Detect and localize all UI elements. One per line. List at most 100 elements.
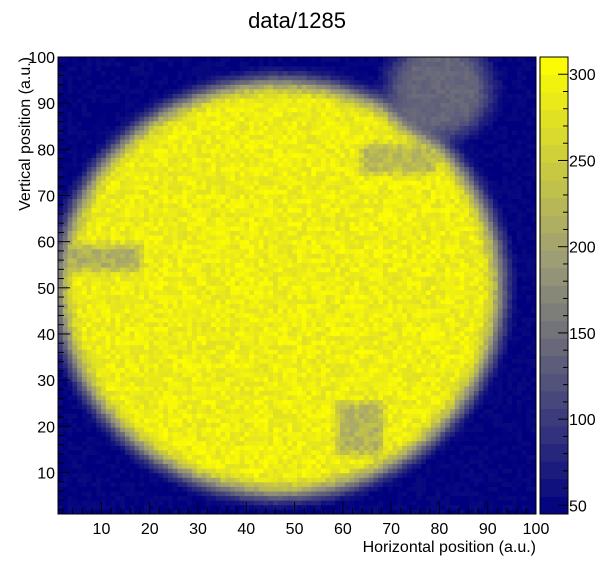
- heatmap-cell: [253, 290, 260, 295]
- heatmap-cell: [330, 495, 336, 501]
- heatmap-cell: [96, 486, 102, 492]
- heatmap-cell: [478, 326, 484, 332]
- heatmap-cell: [58, 440, 64, 446]
- heatmap-cell: [325, 349, 331, 355]
- heatmap-cell: [430, 472, 436, 478]
- heatmap-cell: [325, 326, 331, 332]
- heatmap-cell: [488, 395, 494, 401]
- heatmap-cell: [101, 358, 107, 364]
- heatmap-cell: [77, 408, 83, 414]
- heatmap-cell: [392, 509, 398, 515]
- heatmap-cell: [91, 418, 97, 423]
- heatmap-cell: [459, 440, 465, 446]
- heatmap-cell: [354, 500, 360, 506]
- heatmap-cell: [359, 290, 365, 295]
- heatmap-cell: [249, 459, 255, 465]
- heatmap-cell: [526, 486, 532, 492]
- heatmap-cell: [91, 440, 97, 446]
- heatmap-cell: [445, 376, 451, 382]
- heatmap-cell: [105, 363, 111, 369]
- heatmap-cell: [187, 500, 193, 506]
- heatmap-cell: [167, 463, 174, 469]
- heatmap-cell: [273, 500, 279, 506]
- heatmap-cell: [158, 294, 164, 300]
- heatmap-cell: [311, 299, 317, 305]
- heatmap-cell: [139, 408, 145, 414]
- heatmap-cell: [387, 495, 393, 501]
- heatmap-cell: [512, 331, 518, 337]
- heatmap-cell: [449, 303, 456, 309]
- heatmap-cell: [464, 509, 470, 515]
- heatmap-cell: [383, 422, 389, 428]
- heatmap-cell: [435, 363, 441, 369]
- heatmap-cell: [81, 294, 88, 300]
- heatmap-cell: [306, 285, 312, 291]
- heatmap-cell: [464, 344, 470, 350]
- heatmap-cell: [101, 326, 107, 332]
- heatmap-cell: [478, 376, 484, 382]
- heatmap-cell: [416, 468, 422, 474]
- heatmap-cell: [301, 500, 307, 506]
- heatmap-cell: [77, 454, 83, 460]
- heatmap-cell: [263, 363, 269, 369]
- heatmap-cell: [378, 322, 384, 327]
- heatmap-cell: [320, 436, 327, 442]
- heatmap-cell: [502, 395, 508, 401]
- heatmap-cell: [368, 477, 374, 483]
- heatmap-cell: [277, 486, 284, 492]
- heatmap-cell: [492, 436, 499, 442]
- heatmap-cell: [62, 312, 68, 318]
- heatmap-cell: [187, 477, 193, 483]
- heatmap-cell: [86, 395, 92, 401]
- heatmap-cell: [306, 386, 312, 391]
- heatmap-cell: [129, 486, 135, 492]
- heatmap-cell: [449, 486, 456, 492]
- heatmap-cell: [163, 331, 169, 337]
- heatmap-cell: [282, 495, 288, 501]
- heatmap-cell: [392, 340, 398, 346]
- heatmap-cell: [287, 399, 293, 405]
- heatmap-cell: [258, 459, 264, 465]
- heatmap-cell: [368, 436, 374, 442]
- heatmap-cell: [249, 495, 255, 501]
- heatmap-cell: [349, 322, 355, 327]
- heatmap-cell: [287, 408, 293, 414]
- heatmap-cell: [454, 422, 460, 428]
- heatmap-cell: [497, 367, 503, 373]
- heatmap-cell: [464, 381, 470, 387]
- heatmap-cell: [67, 285, 73, 291]
- heatmap-cell: [124, 317, 131, 323]
- heatmap-cell: [77, 486, 83, 492]
- heatmap-cell: [153, 495, 159, 501]
- heatmap-cell: [416, 431, 422, 437]
- heatmap-cell: [445, 308, 451, 314]
- heatmap-cell: [67, 440, 73, 446]
- heatmap-cell: [139, 349, 145, 355]
- heatmap-cell: [158, 322, 164, 327]
- heatmap-cell: [507, 344, 513, 350]
- heatmap-cell: [497, 450, 503, 455]
- heatmap-cell: [72, 290, 78, 295]
- heatmap-cell: [397, 408, 403, 414]
- heatmap-cell: [287, 381, 293, 387]
- heatmap-cell: [402, 331, 408, 337]
- heatmap-cell: [62, 408, 68, 414]
- heatmap-cell: [440, 317, 446, 323]
- heatmap-cell: [148, 376, 154, 382]
- heatmap-cell: [62, 335, 68, 341]
- heatmap-cell: [297, 294, 303, 300]
- heatmap-cell: [492, 477, 499, 483]
- heatmap-cell: [497, 344, 503, 350]
- heatmap-cell: [330, 340, 336, 346]
- heatmap-cell: [77, 349, 83, 355]
- heatmap-cell: [144, 445, 150, 451]
- heatmap-cell: [421, 395, 427, 401]
- heatmap-cell: [134, 303, 140, 309]
- heatmap-cell: [273, 482, 279, 487]
- heatmap-cell: [531, 381, 537, 387]
- heatmap-cell: [359, 486, 365, 492]
- heatmap-cell: [368, 372, 374, 378]
- heatmap-cell: [335, 468, 341, 474]
- heatmap-cell: [167, 427, 174, 433]
- heatmap-cell: [153, 422, 159, 428]
